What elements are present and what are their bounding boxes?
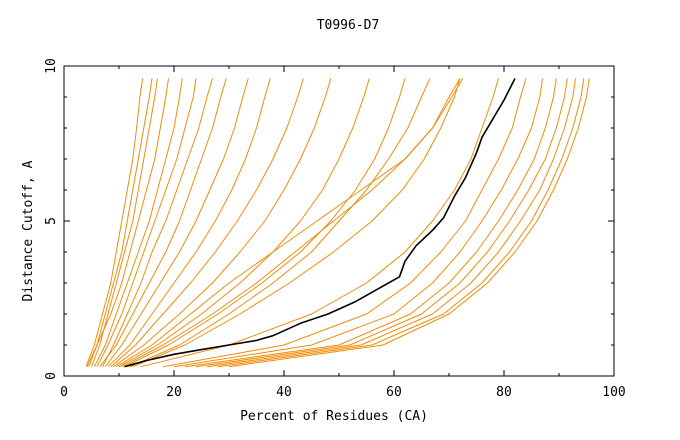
x-tick-label: 100 (602, 385, 625, 400)
x-tick-label: 60 (386, 385, 402, 400)
series-line-18 (132, 78, 461, 368)
series-line-8 (99, 78, 227, 368)
series-line-26 (228, 78, 590, 368)
series-line-12 (113, 78, 332, 368)
x-tick-label: 40 (276, 385, 292, 400)
series-line-21 (173, 78, 543, 368)
series-line-14 (124, 78, 406, 368)
series-line-9 (104, 78, 249, 368)
x-tick-label: 20 (166, 385, 182, 400)
series-line-25 (217, 78, 585, 368)
series-line-3 (91, 78, 158, 367)
x-axis-label: Percent of Residues (CA) (240, 409, 428, 424)
series-line-13 (118, 78, 370, 368)
series-line-20 (162, 78, 527, 368)
series-line-15 (129, 78, 431, 368)
series-line-10 (107, 78, 271, 368)
series-line-16 (121, 78, 464, 368)
series-line-17 (116, 78, 461, 368)
y-tick-label: 5 (44, 217, 59, 225)
series-line-6 (96, 78, 197, 367)
series-line-23 (195, 78, 568, 368)
axis-ticks: 0 20 40 60 80 100 0 5 10 (44, 58, 626, 400)
y-tick-label: 0 (44, 372, 59, 380)
y-axis-label: Distance Cutoff, A (21, 160, 36, 301)
series-line-19 (140, 78, 499, 368)
series-line-11 (110, 78, 304, 368)
y-tick-label: 10 (44, 58, 59, 74)
series-lines (85, 78, 590, 368)
highlight-series (124, 78, 516, 368)
series-line-24 (206, 78, 576, 368)
series-line-2 (88, 78, 153, 367)
x-tick-label: 0 (60, 385, 68, 400)
series-line-1 (85, 78, 144, 367)
chart-title: T0996-D7 (317, 18, 380, 33)
x-tick-label: 80 (496, 385, 512, 400)
highlight-series-line (124, 78, 516, 368)
series-line-4 (86, 78, 169, 367)
series-line-22 (184, 78, 557, 368)
series-line-7 (102, 78, 213, 367)
series-line-5 (93, 78, 183, 367)
